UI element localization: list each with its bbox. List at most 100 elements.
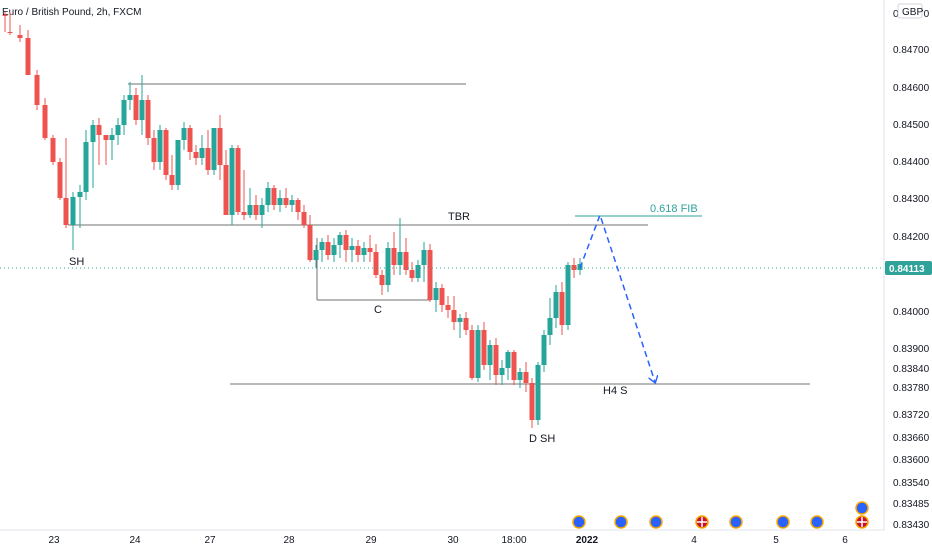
bull-candle [397, 252, 403, 265]
candles-layer [2, 12, 583, 428]
time-tick-label: 24 [129, 535, 141, 546]
bull-candle [547, 318, 553, 335]
bull-candle [77, 192, 83, 197]
bear-candle [223, 165, 229, 215]
price-tick-label: 0.84200 [893, 232, 930, 243]
bull-candle [175, 140, 181, 185]
bear-candle [271, 188, 277, 205]
bear-candle [403, 252, 409, 270]
last-price-badge [885, 261, 932, 275]
bear-candle [325, 242, 331, 255]
eu-flag-icon[interactable] [855, 501, 869, 515]
bear-candle [529, 383, 535, 420]
bear-candle [463, 318, 469, 330]
bull-candle [553, 292, 559, 318]
bear-candle [367, 248, 373, 252]
bull-candle [541, 335, 547, 365]
bull-candle [127, 95, 133, 100]
bear-candle [523, 372, 529, 383]
price-tick-label: 0.84700 [893, 45, 930, 56]
bear-candle [283, 198, 289, 205]
bear-candle [571, 265, 577, 270]
price-tick-label: 0.83840 [893, 364, 930, 375]
bear-candle [295, 200, 301, 212]
time-tick-label: 6 [842, 535, 848, 546]
eu-flag-icon[interactable] [649, 515, 663, 529]
bear-candle [96, 125, 102, 135]
projection-path[interactable] [579, 212, 655, 382]
bull-candle [337, 235, 343, 245]
time-tick-label: 5 [773, 535, 779, 546]
eu-flag-icon[interactable] [614, 515, 628, 529]
bull-candle [259, 205, 265, 215]
bear-candle [469, 330, 475, 378]
bull-candle [487, 345, 493, 365]
bull-candle [211, 128, 217, 170]
bear-candle [193, 152, 199, 158]
bull-candle [499, 368, 505, 375]
eu-flag-icon[interactable] [729, 515, 743, 529]
bear-candle [42, 105, 48, 138]
eu-flag-icon[interactable] [572, 515, 586, 529]
bear-candle [235, 148, 241, 212]
bull-candle [90, 125, 96, 142]
time-tick-label: 2022 [576, 535, 599, 546]
bear-candle [2, 15, 8, 16]
bull-candle [157, 130, 163, 162]
time-tick-label: 27 [204, 535, 216, 546]
price-tick-label: 0.83540 [893, 478, 930, 489]
bear-candle [409, 270, 415, 278]
time-tick-label: 23 [48, 535, 60, 546]
eu-flag-icon[interactable] [810, 515, 824, 529]
bear-candle [301, 212, 307, 225]
bull-candle [181, 128, 187, 140]
bull-candle [517, 372, 523, 380]
price-tick-label: 0.84000 [893, 307, 930, 318]
bull-candle [247, 205, 253, 215]
bear-candle [17, 35, 23, 38]
bear-candle [50, 138, 56, 162]
price-tick-label: 0.83780 [893, 383, 930, 394]
bear-candle [481, 330, 487, 365]
time-tick-label: 18:00 [501, 535, 526, 546]
bull-candle [475, 330, 481, 378]
fib-label: 0.618 FIB [650, 203, 698, 215]
time-tick-label: 28 [283, 535, 295, 546]
bear-candle [511, 352, 517, 380]
bear-candle [439, 288, 445, 305]
bull-candle [229, 148, 235, 215]
bull-candle [265, 188, 271, 205]
bear-candle [241, 212, 247, 215]
currency-badge[interactable] [897, 3, 923, 19]
bull-candle [421, 250, 427, 265]
bear-candle [253, 205, 259, 215]
eu-flag-icon[interactable] [776, 515, 790, 529]
price-tick-label: 0.83485 [893, 499, 930, 510]
price-tick-label: 0.83660 [893, 433, 930, 444]
h4s-label: H4 S [603, 385, 627, 397]
price-tick-label: 0.84300 [893, 194, 930, 205]
bear-candle [559, 292, 565, 325]
bear-candle [103, 135, 109, 140]
bear-candle [34, 75, 40, 105]
price-tick-label: 0.83720 [893, 410, 930, 421]
chart-title: Euro / British Pound, 2h, FXCM [2, 7, 142, 18]
bear-candle [187, 128, 193, 152]
bull-candle [433, 288, 439, 300]
time-axis[interactable]: 23 24 27 28 29 30 18:00 2022 4 5 6 [48, 535, 848, 546]
bull-candle [331, 245, 337, 255]
bear-candle [145, 100, 151, 138]
bear-candle [451, 310, 457, 322]
bear-candle [427, 250, 433, 300]
bull-candle [289, 200, 295, 205]
currency-label: GBP [902, 7, 923, 18]
bear-candle [355, 246, 361, 255]
levels-layer [68, 83, 810, 385]
bear-candle [307, 225, 313, 260]
bear-candle [493, 345, 499, 375]
bear-candle [7, 32, 13, 33]
bull-candle [361, 248, 367, 255]
sh-label: SH [69, 256, 84, 268]
